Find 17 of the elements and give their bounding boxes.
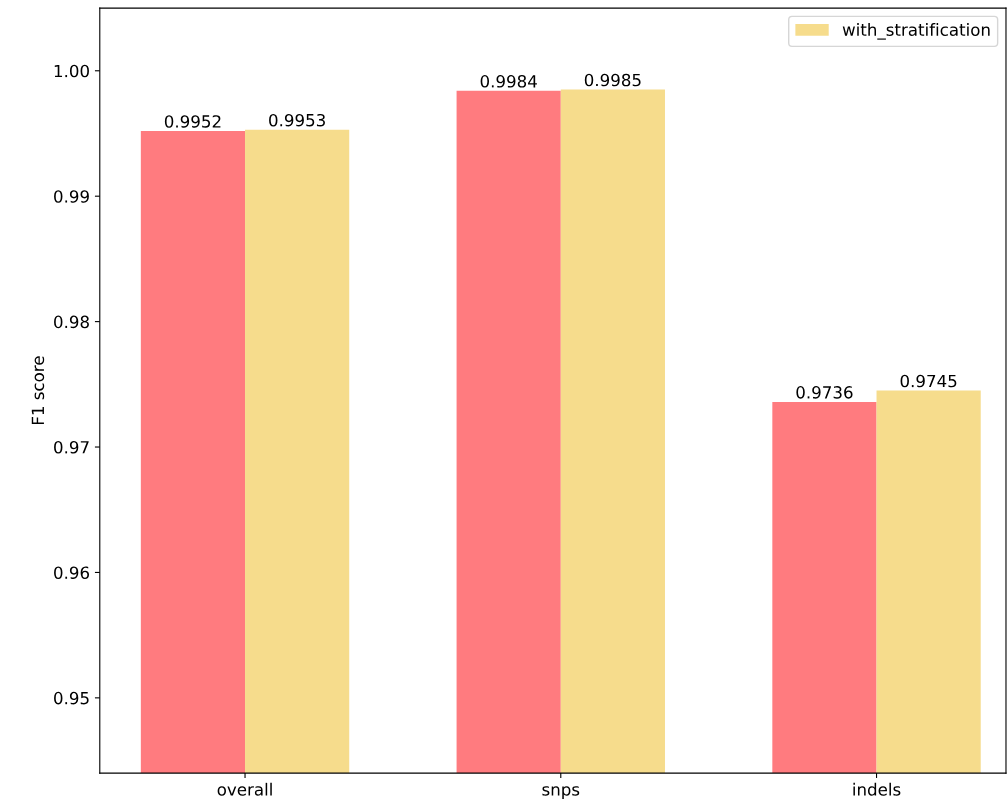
y-tick-label: 0.96 [54,566,90,580]
legend-label: with_stratification [842,23,990,40]
data-label: 0.9745 [900,374,957,388]
data-label: 0.9984 [480,75,537,88]
y-tick-label: 0.97 [54,440,89,454]
y-tick-label: 0.95 [54,691,89,705]
y-tick-label: 0.98 [54,315,89,329]
y-axis-title: F1 score [31,356,45,425]
data-label: 0.9736 [796,386,853,399]
x-tick-label: snps [542,786,580,799]
data-label: 0.9952 [164,115,221,128]
data-label: 0.9985 [584,73,641,87]
data-label: 0.9953 [269,113,325,127]
y-tick-label: 1.00 [54,64,89,78]
y-tick-label: 0.99 [54,190,89,203]
x-tick-label: indels [853,782,901,796]
x-tick-label: overall [217,782,272,796]
